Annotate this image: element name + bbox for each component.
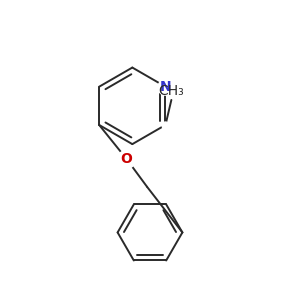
Text: N: N xyxy=(160,80,171,94)
Text: O: O xyxy=(121,152,132,166)
Text: CH₃: CH₃ xyxy=(158,84,184,98)
